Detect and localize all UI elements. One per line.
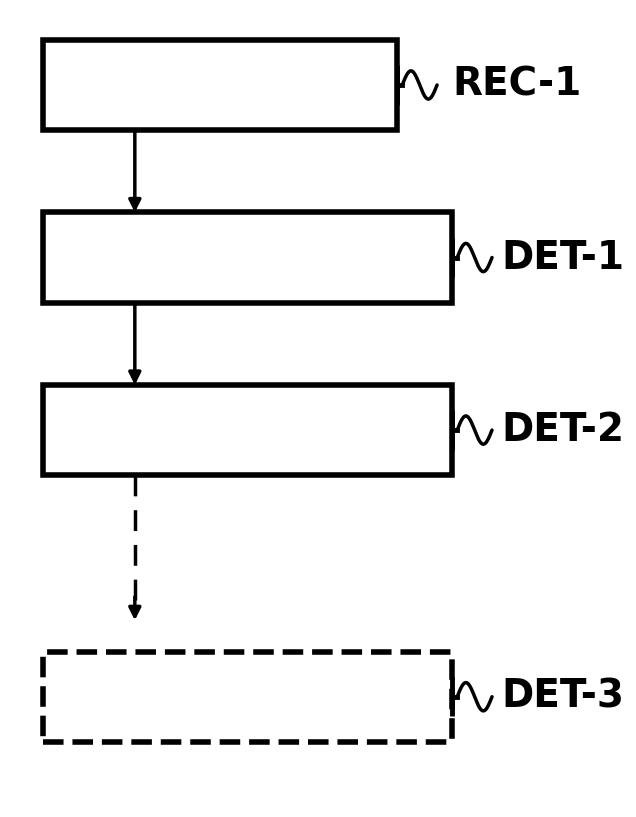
Text: REC-1: REC-1 — [452, 66, 581, 104]
Text: DET-2: DET-2 — [501, 411, 624, 449]
Text: DET-3: DET-3 — [501, 678, 624, 716]
Bar — [43, 652, 452, 742]
Bar — [43, 385, 452, 475]
Text: DET-1: DET-1 — [501, 239, 624, 276]
Bar — [43, 40, 397, 130]
Bar — [43, 212, 452, 302]
